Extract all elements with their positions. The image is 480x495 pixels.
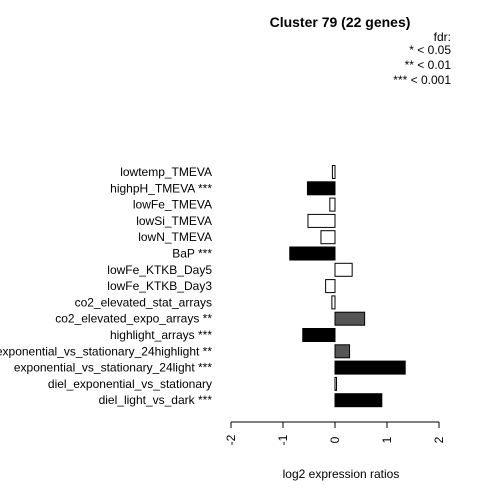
legend-entry-1: * < 0.05: [409, 43, 451, 57]
bar-co2-elevated-expo-arrays: [334, 311, 366, 326]
x-tick-label: 1: [380, 436, 394, 443]
legend: fdr: * < 0.05 ** < 0.01 *** < 0.001: [393, 30, 451, 87]
category-label: co2_elevated_expo_arrays **: [55, 312, 212, 326]
bar-diel-exponential-vs-stationary: [334, 376, 337, 391]
category-label: highlight_arrays ***: [110, 328, 212, 342]
category-label: lowN_TMEVA: [138, 230, 212, 244]
x-axis-label: log2 expression ratios: [283, 467, 400, 481]
legend-title: fdr:: [434, 30, 451, 44]
bar-lowsi-tmeva: [307, 213, 336, 228]
category-label: highpH_TMEVA ***: [110, 181, 212, 195]
x-axis: -2 -1 0 1 2: [224, 421, 446, 445]
bar-lown-tmeva: [320, 230, 336, 245]
category-label: exponential_vs_stationary_24light ***: [14, 361, 212, 375]
category-label: diel_light_vs_dark ***: [99, 393, 213, 407]
x-tick-label: 0: [328, 436, 342, 443]
category-label: lowFe_KTKB_Day5: [107, 263, 212, 277]
legend-entry-2: ** < 0.01: [405, 58, 452, 72]
bar-co2-elevated-stat-arrays: [331, 295, 336, 310]
category-label: diel_exponential_vs_stationary: [48, 377, 212, 391]
bar-lowtemp-tmeva: [331, 165, 336, 179]
bar-diel-light-vs-dark: [334, 393, 383, 408]
category-label: lowFe_KTKB_Day3: [107, 279, 212, 293]
x-axis-ticks: -2 -1 0 1 2: [224, 422, 446, 445]
bars-group: [289, 165, 406, 408]
legend-entry-3: *** < 0.001: [393, 73, 451, 87]
chart-title: Cluster 79 (22 genes): [270, 14, 411, 30]
bar-lowfe-ktkb-day5: [334, 262, 353, 277]
x-tick-label: -2: [224, 434, 238, 445]
bar-bap: [289, 246, 336, 261]
bar-lowfe-ktkb-day3: [325, 279, 336, 294]
bar-exponential-vs-stationary-24light: [334, 360, 406, 375]
bar-highlight-arrays: [302, 328, 336, 342]
bar-lowfe-tmeva: [329, 197, 336, 212]
bar-highph-tmeva: [306, 181, 336, 196]
x-tick-label: 2: [432, 436, 446, 443]
category-labels: lowtemp_TMEVA highpH_TMEVA *** lowFe_TMEVA…: [0, 165, 212, 407]
category-label: lowFe_TMEVA: [133, 198, 212, 212]
x-tick-label: -1: [276, 434, 290, 445]
category-label: lowSi_TMEVA: [136, 214, 212, 228]
category-label: lowtemp_TMEVA: [120, 165, 212, 179]
category-label: exponential_vs_stationary_24highlight **: [0, 344, 212, 358]
bar-exponential-vs-stationary-24highlight: [334, 344, 351, 359]
category-label: co2_elevated_stat_arrays: [75, 295, 212, 309]
category-label: BaP ***: [172, 247, 212, 261]
